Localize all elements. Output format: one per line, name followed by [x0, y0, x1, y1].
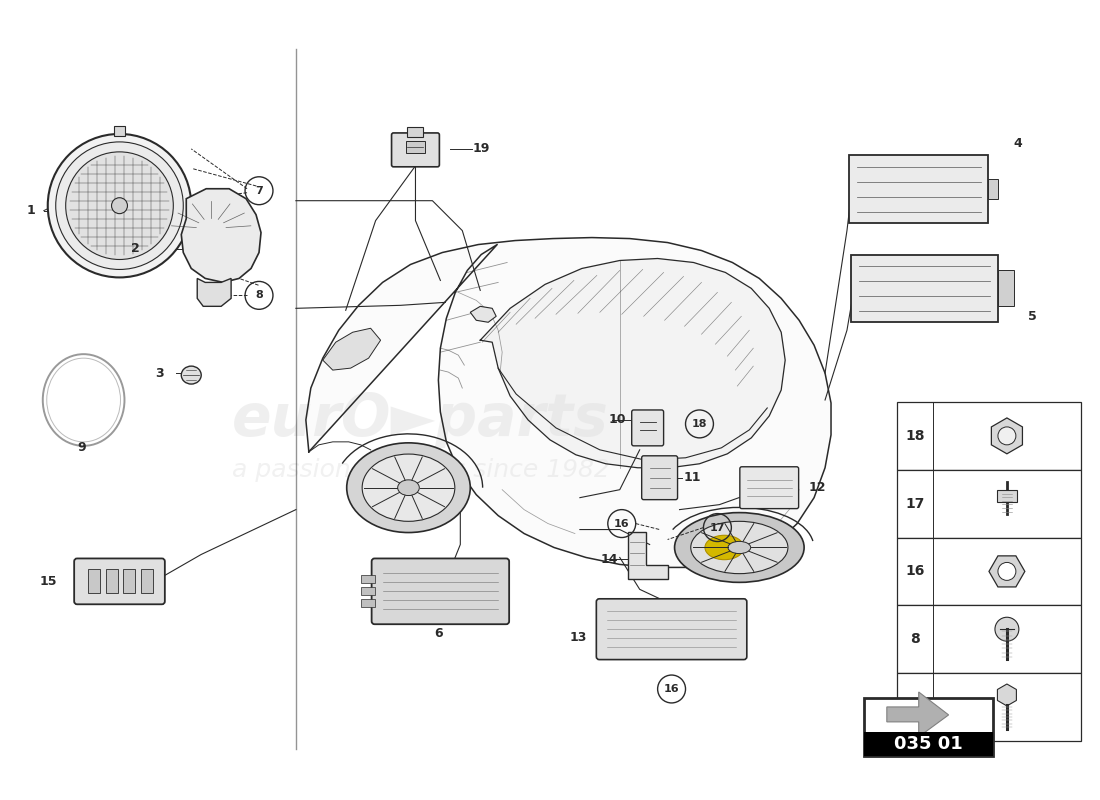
Circle shape: [66, 152, 174, 259]
Bar: [896, 538, 1081, 606]
Bar: [896, 470, 1081, 538]
Text: 5: 5: [1028, 310, 1037, 322]
Bar: [896, 673, 1081, 741]
Text: 035 01: 035 01: [894, 735, 964, 753]
Bar: [361, 599, 375, 607]
Bar: [407, 127, 424, 137]
Text: 6: 6: [434, 626, 442, 640]
Text: 8: 8: [255, 290, 263, 300]
Text: 8: 8: [910, 632, 920, 646]
Text: 10: 10: [608, 414, 626, 426]
Bar: [999, 270, 1014, 306]
Text: 12: 12: [808, 481, 826, 494]
Bar: [896, 402, 1081, 470]
FancyBboxPatch shape: [997, 490, 1016, 502]
Text: 13: 13: [570, 630, 587, 644]
Bar: [864, 732, 993, 756]
Polygon shape: [306, 238, 830, 567]
Polygon shape: [471, 306, 496, 322]
Ellipse shape: [705, 535, 744, 560]
Bar: [989, 178, 999, 198]
Polygon shape: [182, 189, 261, 282]
Polygon shape: [887, 692, 948, 737]
Text: 3: 3: [155, 366, 163, 379]
Bar: [851, 254, 999, 322]
Text: 1: 1: [28, 204, 36, 217]
Ellipse shape: [691, 522, 788, 574]
Text: 18: 18: [905, 429, 924, 443]
Text: 16: 16: [614, 518, 629, 529]
Ellipse shape: [182, 366, 201, 384]
Ellipse shape: [362, 454, 454, 522]
Ellipse shape: [728, 542, 750, 554]
Text: 17: 17: [710, 522, 725, 533]
Text: 19: 19: [472, 142, 490, 155]
Bar: [106, 570, 118, 594]
Polygon shape: [998, 684, 1016, 706]
Text: 11: 11: [683, 471, 701, 484]
Text: a passion for parts since 1982: a passion for parts since 1982: [232, 458, 609, 482]
Text: 16: 16: [905, 565, 924, 578]
Polygon shape: [481, 258, 785, 468]
Bar: [864, 698, 993, 756]
Text: 9: 9: [77, 442, 86, 454]
Circle shape: [994, 618, 1019, 641]
FancyBboxPatch shape: [372, 558, 509, 624]
Text: 7: 7: [910, 700, 920, 714]
Circle shape: [111, 198, 128, 214]
Text: 18: 18: [692, 419, 707, 429]
Bar: [361, 575, 375, 583]
Text: 14: 14: [601, 553, 618, 566]
Circle shape: [47, 134, 191, 278]
Text: 4: 4: [1013, 138, 1022, 150]
FancyBboxPatch shape: [392, 133, 439, 167]
Text: 16: 16: [663, 684, 680, 694]
Bar: [896, 606, 1081, 673]
Ellipse shape: [346, 443, 471, 533]
Polygon shape: [197, 278, 231, 306]
Text: eurO►parts: eurO►parts: [232, 391, 609, 449]
Circle shape: [56, 142, 184, 270]
Polygon shape: [322, 328, 381, 370]
Circle shape: [998, 427, 1016, 445]
FancyBboxPatch shape: [596, 599, 747, 659]
Bar: [88, 570, 100, 594]
FancyBboxPatch shape: [631, 410, 663, 446]
Bar: [849, 155, 989, 222]
Circle shape: [998, 562, 1016, 580]
Ellipse shape: [674, 513, 804, 582]
Ellipse shape: [398, 480, 419, 495]
Bar: [123, 570, 135, 594]
Text: 15: 15: [40, 575, 57, 588]
Bar: [361, 587, 375, 595]
Bar: [113, 126, 125, 136]
Polygon shape: [628, 531, 668, 579]
Text: 7: 7: [255, 186, 263, 196]
Text: 17: 17: [905, 497, 924, 510]
Text: 2: 2: [131, 242, 140, 255]
Polygon shape: [991, 418, 1022, 454]
Bar: [142, 570, 153, 594]
Polygon shape: [989, 556, 1025, 587]
FancyBboxPatch shape: [740, 466, 799, 509]
Bar: [406, 141, 426, 153]
FancyBboxPatch shape: [641, 456, 678, 500]
FancyBboxPatch shape: [74, 558, 165, 604]
